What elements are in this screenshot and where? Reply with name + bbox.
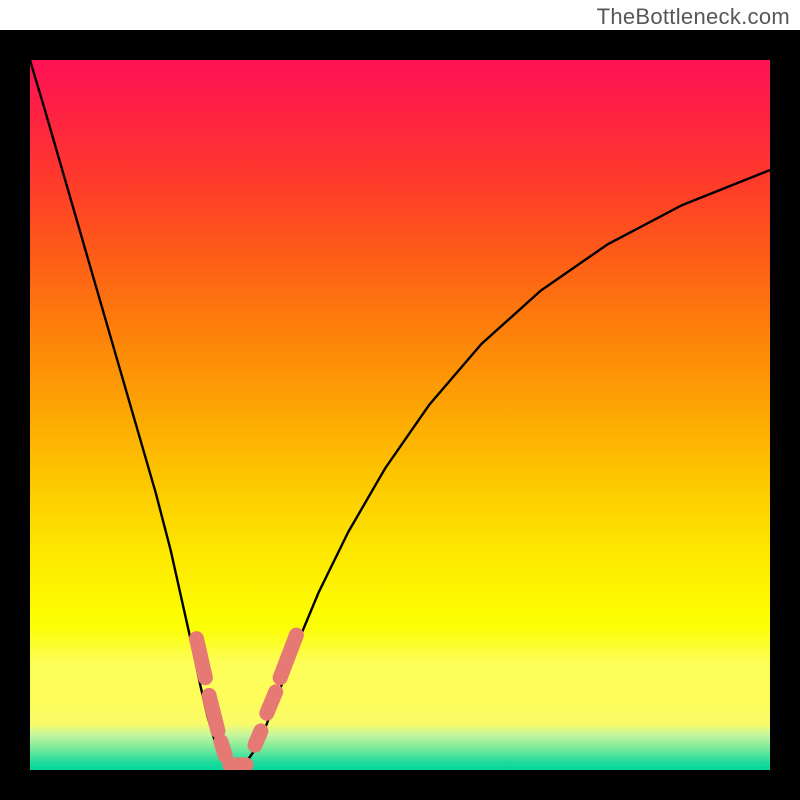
watermark-text: TheBottleneck.com bbox=[597, 4, 790, 30]
curve-path bbox=[30, 60, 770, 770]
marker-segment-2 bbox=[221, 742, 225, 756]
marker-segment-4 bbox=[255, 731, 261, 745]
bottleneck-curve bbox=[30, 60, 770, 770]
marker-segment-1 bbox=[209, 695, 218, 731]
marker-segment-0 bbox=[197, 639, 206, 678]
chart-canvas: TheBottleneck.com bbox=[0, 0, 800, 800]
chart-frame bbox=[0, 30, 800, 800]
marker-segment-6 bbox=[280, 635, 296, 678]
marker-segment-5 bbox=[267, 692, 276, 713]
